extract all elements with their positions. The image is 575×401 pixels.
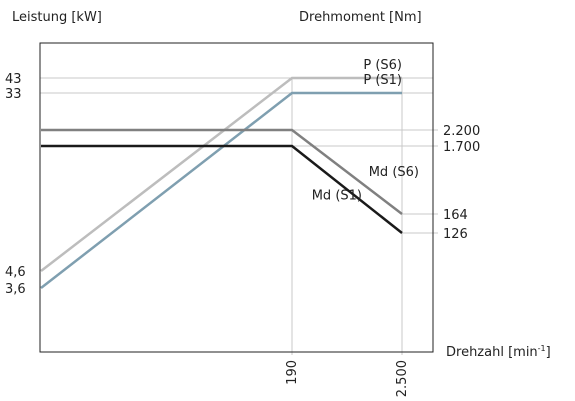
series-labels: P (S6)P (S1) Md (S6) Md (S1) bbox=[312, 58, 419, 204]
series-label-1: P (S1) bbox=[363, 73, 402, 88]
series-line-3 bbox=[41, 144, 403, 234]
series-label-3: Md (S1) bbox=[312, 189, 362, 204]
left-tick-label-1: 33 bbox=[5, 87, 22, 102]
series-line-0 bbox=[40, 76, 402, 272]
series-line-2 bbox=[41, 128, 403, 215]
right-tick-label-0: 2.200 bbox=[443, 124, 480, 139]
x-tick-label-1: 2.500 bbox=[395, 360, 410, 397]
x-tick-labels: 190 2.500 bbox=[285, 360, 410, 397]
left-tick-label-0: 43 bbox=[5, 72, 22, 87]
left-tick-label-3: 3,6 bbox=[5, 282, 26, 297]
series-lines bbox=[40, 76, 403, 289]
x-axis-label-superscript: -1 bbox=[538, 344, 546, 353]
right-tick-label-1: 1.700 bbox=[443, 140, 480, 155]
left-axis-label: Leistung [kW] bbox=[12, 10, 102, 25]
plot-frame bbox=[39, 42, 434, 353]
x-axis-label: Drehzahl [min-1] bbox=[446, 344, 551, 360]
right-tick-label-2: 164 bbox=[443, 208, 468, 223]
series-label-0: P (S6) bbox=[363, 58, 402, 73]
right-axis-label: Drehmoment [Nm] bbox=[299, 10, 422, 25]
x-tick-label-0: 190 bbox=[285, 360, 300, 385]
left-tick-label-2: 4,6 bbox=[5, 265, 26, 280]
series-label-2: Md (S6) bbox=[369, 165, 419, 180]
x-axis-label-end: ] bbox=[546, 345, 551, 360]
right-tick-label-3: 126 bbox=[443, 227, 468, 242]
x-axis-label-main: Drehzahl [min bbox=[446, 345, 538, 360]
series-line-1 bbox=[40, 91, 402, 289]
